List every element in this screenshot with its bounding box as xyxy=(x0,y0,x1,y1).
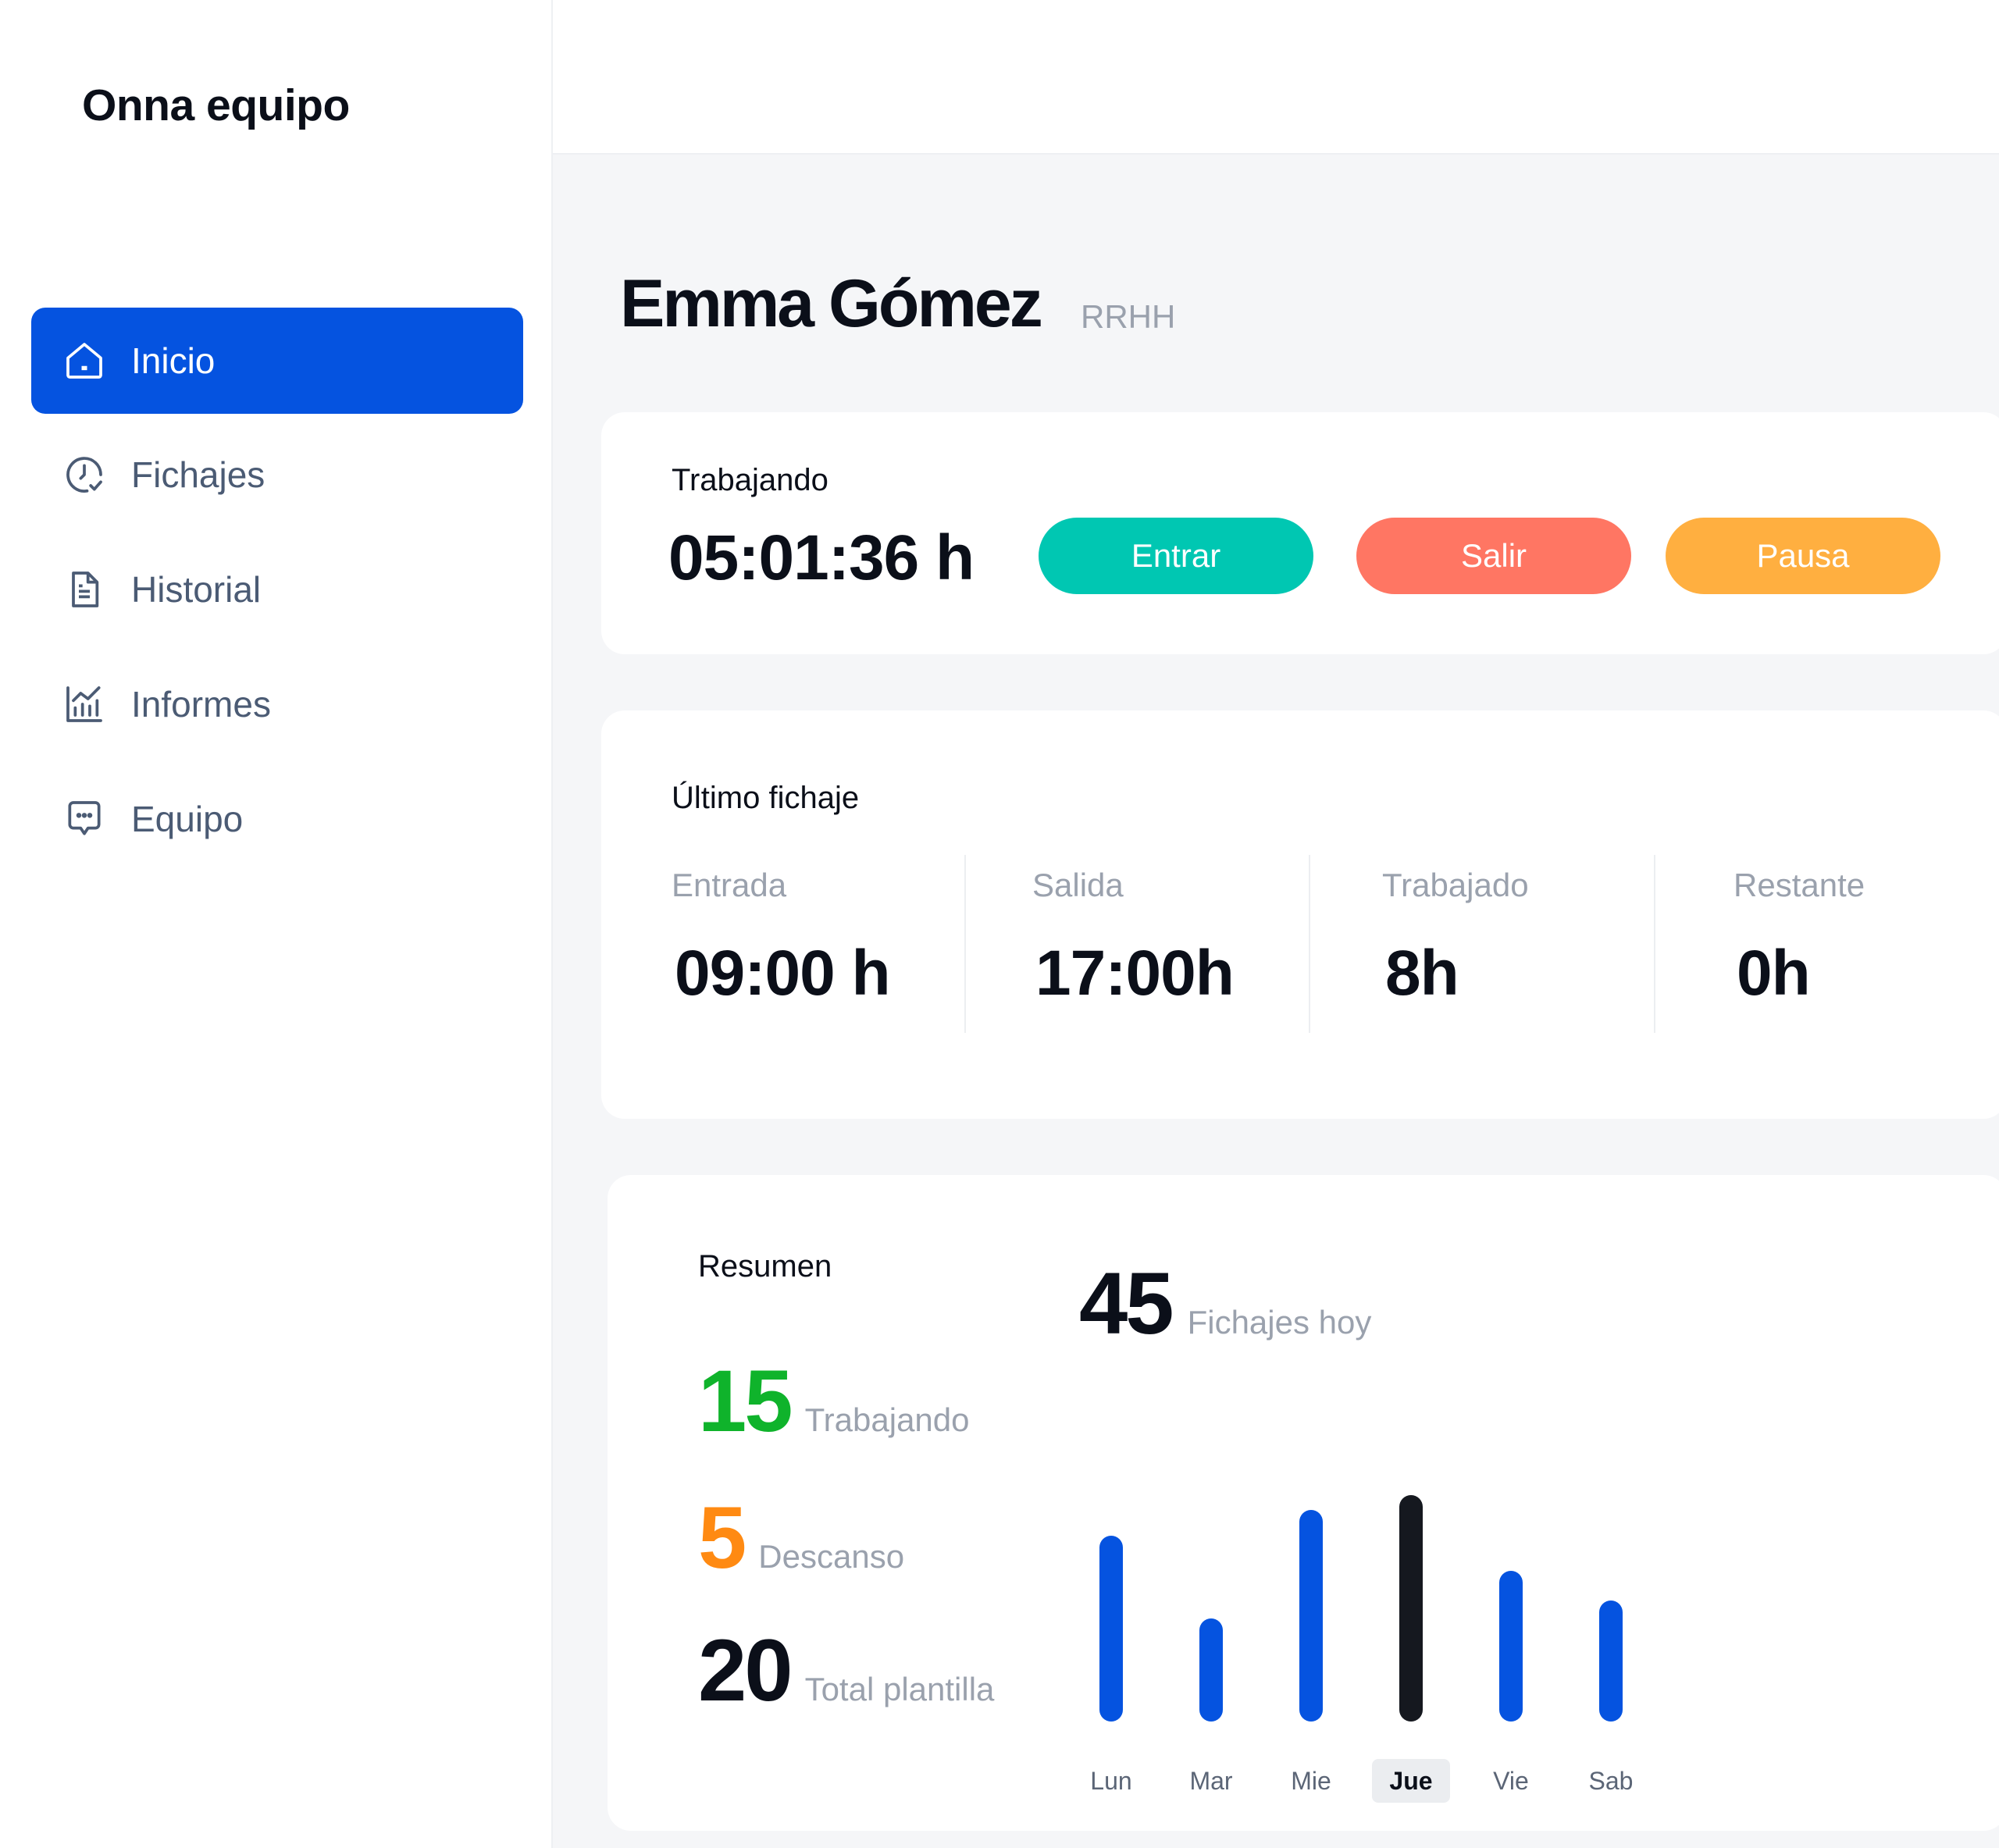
main-content: Emma Gómez RRHH Trabajando 05:01:36 h En… xyxy=(551,0,1999,1848)
entrar-button[interactable]: Entrar xyxy=(1039,518,1313,594)
sidebar-item-label: Fichajes xyxy=(131,454,265,495)
stat-entrada: Entrada 09:00 h xyxy=(672,867,1015,1046)
top-bar xyxy=(553,0,1999,155)
chart-label-vie[interactable]: Vie xyxy=(1493,1767,1529,1795)
summary-working-label: Trabajando xyxy=(804,1401,970,1438)
last-entry-card: Último fichaje Entrada 09:00 h Salida 17… xyxy=(601,710,1999,1119)
last-entry-title: Último fichaje xyxy=(672,781,860,815)
chart-bar-mar xyxy=(1199,1618,1223,1722)
chart-icon xyxy=(62,682,106,726)
sidebar-item-label: Informes xyxy=(131,684,271,725)
sidebar-item-label: Inicio xyxy=(131,340,216,381)
stat-salida: Salida 17:00h xyxy=(1032,867,1376,1046)
chart-bar-mie xyxy=(1299,1510,1323,1722)
weekly-bar-chart: Lun Mar Mie Jue Vie Sab xyxy=(1045,1386,1763,1807)
app-logo: Onna equipo xyxy=(82,80,350,130)
sidebar-item-historial[interactable]: Historial xyxy=(31,536,523,643)
time-tracker-card: Trabajando 05:01:36 h Entrar Salir Pausa xyxy=(601,412,1999,654)
tracker-timer: 05:01:36 h xyxy=(668,522,975,593)
sidebar-item-equipo[interactable]: Equipo xyxy=(31,766,523,872)
stat-value: 17:00h xyxy=(1035,938,1235,1009)
chart-bar-lun xyxy=(1099,1535,1123,1722)
summary-working: 15 Trabajando xyxy=(698,1351,970,1451)
stat-trabajado: Trabajado 8h xyxy=(1382,867,1726,1046)
chart-label-mie[interactable]: Mie xyxy=(1291,1767,1331,1795)
chart-label-jue[interactable]: Jue xyxy=(1372,1759,1450,1803)
divider xyxy=(1309,855,1310,1033)
stat-restante: Restante 0h xyxy=(1734,867,1999,1046)
summary-break-label: Descanso xyxy=(758,1538,905,1575)
sidebar-item-inicio[interactable]: Inicio xyxy=(31,308,523,414)
summary-total: 20 Total plantilla xyxy=(698,1620,994,1721)
fichajes-today: 45 Fichajes hoy xyxy=(1079,1253,1371,1354)
divider xyxy=(964,855,966,1033)
stat-label: Entrada xyxy=(672,867,787,903)
chart-bar-jue xyxy=(1399,1495,1423,1722)
salir-button[interactable]: Salir xyxy=(1356,518,1631,594)
sidebar-item-informes[interactable]: Informes xyxy=(31,651,523,757)
summary-working-count: 15 xyxy=(698,1352,793,1450)
divider xyxy=(1654,855,1655,1033)
stat-value: 0h xyxy=(1737,938,1811,1009)
stat-label: Salida xyxy=(1032,867,1124,903)
stat-value: 09:00 h xyxy=(675,938,891,1009)
stat-value: 8h xyxy=(1385,938,1459,1009)
user-department: RRHH xyxy=(1081,298,1176,335)
chart-label-sab[interactable]: Sab xyxy=(1588,1767,1634,1795)
summary-title: Resumen xyxy=(698,1249,832,1284)
fichajes-today-label: Fichajes hoy xyxy=(1187,1304,1372,1341)
sidebar-item-label: Equipo xyxy=(131,799,244,839)
chat-icon xyxy=(62,797,106,841)
chart-label-mar[interactable]: Mar xyxy=(1189,1767,1233,1795)
home-icon xyxy=(62,339,106,383)
user-name: Emma Gómez xyxy=(620,266,1043,341)
summary-total-count: 20 xyxy=(698,1622,793,1719)
pausa-button[interactable]: Pausa xyxy=(1666,518,1940,594)
chart-label-lun[interactable]: Lun xyxy=(1090,1767,1132,1795)
chart-bar-vie xyxy=(1499,1570,1523,1722)
stat-label: Trabajado xyxy=(1382,867,1529,903)
summary-total-label: Total plantilla xyxy=(804,1671,995,1707)
stat-label: Restante xyxy=(1734,867,1865,903)
fichajes-today-count: 45 xyxy=(1079,1255,1174,1352)
document-icon xyxy=(62,568,106,611)
summary-break-count: 5 xyxy=(698,1489,747,1586)
tracker-status: Trabajando xyxy=(672,463,828,497)
sidebar-item-label: Historial xyxy=(131,569,262,610)
sidebar-item-fichajes[interactable]: Fichajes xyxy=(31,422,523,528)
sidebar: Onna equipo Inicio Fichajes Historial In… xyxy=(0,0,551,1848)
summary-card: Resumen 15 Trabajando 5 Descanso 20 Tota… xyxy=(608,1175,1999,1831)
chart-bar-sab xyxy=(1599,1601,1623,1722)
summary-break: 5 Descanso xyxy=(698,1487,904,1588)
clock-check-icon xyxy=(62,453,106,497)
